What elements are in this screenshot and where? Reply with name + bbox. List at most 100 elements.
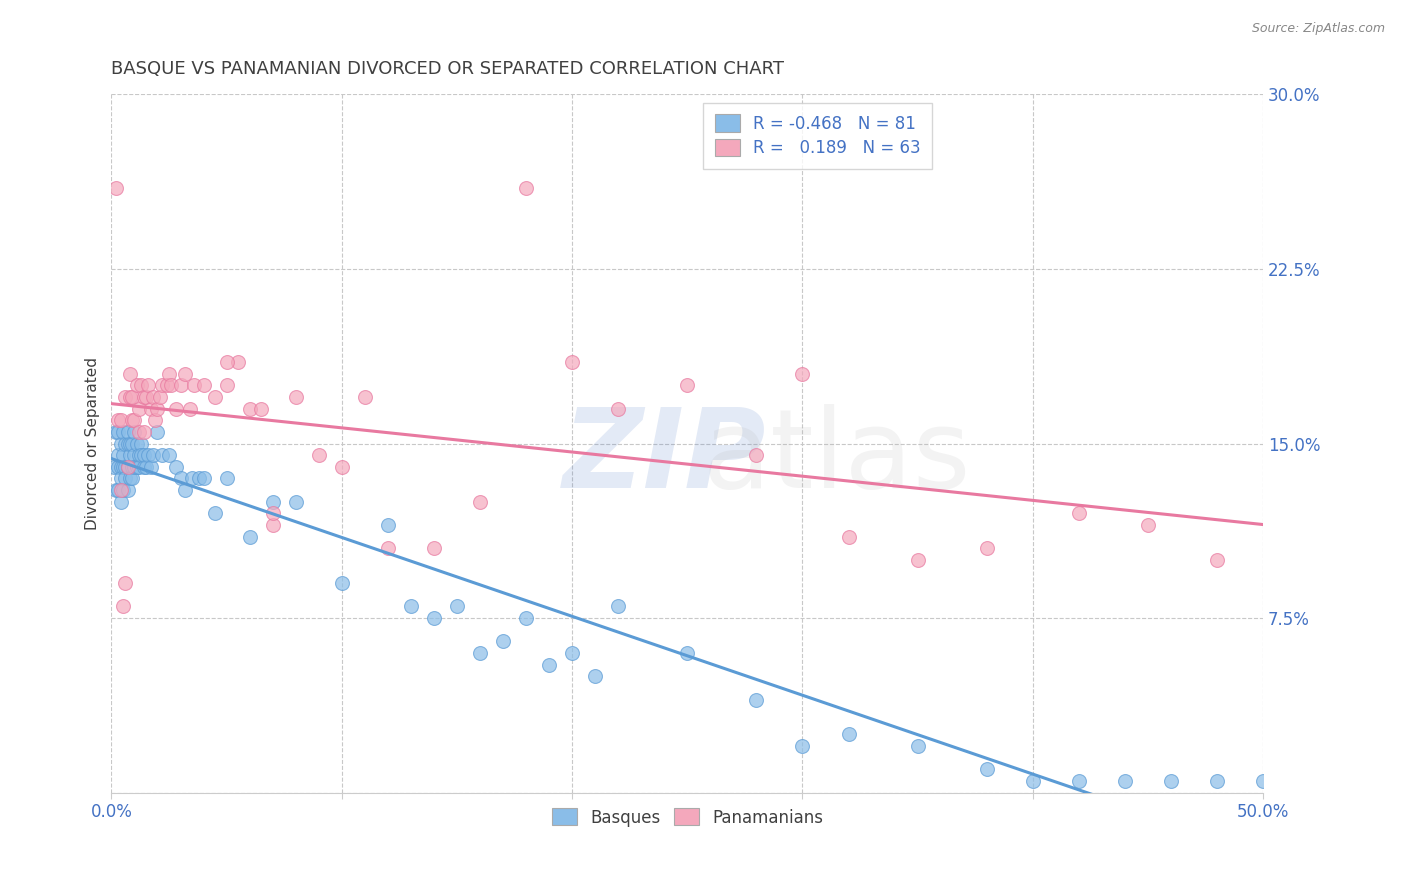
Point [907, 739, 929, 753]
Point [215, 355, 238, 369]
Point [193, 378, 215, 392]
Point [118, 448, 141, 462]
Point [121, 413, 143, 427]
Point [103, 459, 125, 474]
Point [136, 448, 159, 462]
Point [181, 471, 204, 485]
Point [114, 436, 136, 450]
Point [107, 448, 129, 462]
Point [117, 459, 139, 474]
Point [468, 646, 491, 660]
Point [1022, 774, 1045, 789]
Point [1137, 518, 1160, 533]
Point [377, 518, 399, 533]
Point [110, 471, 132, 485]
Point [308, 448, 330, 462]
Point [107, 413, 129, 427]
Point [110, 436, 132, 450]
Point [118, 471, 141, 485]
Point [128, 459, 150, 474]
Point [132, 390, 155, 404]
Point [117, 425, 139, 439]
Point [110, 494, 132, 508]
Point [330, 459, 353, 474]
Point [111, 459, 134, 474]
Point [111, 448, 134, 462]
Point [838, 530, 860, 544]
Point [124, 413, 146, 427]
Point [745, 692, 768, 706]
Point [117, 436, 139, 450]
Point [515, 611, 537, 625]
Point [132, 459, 155, 474]
Point [160, 378, 183, 392]
Point [114, 471, 136, 485]
Y-axis label: Divorced or Separated: Divorced or Separated [86, 357, 100, 530]
Point [131, 436, 153, 450]
Point [561, 355, 583, 369]
Point [583, 669, 606, 683]
Point [125, 378, 148, 392]
Text: BASQUE VS PANAMANIAN DIVORCED OR SEPARATED CORRELATION CHART: BASQUE VS PANAMANIAN DIVORCED OR SEPARAT… [111, 60, 785, 78]
Point [1114, 774, 1136, 789]
Text: ZIP: ZIP [562, 404, 766, 511]
Point [149, 390, 172, 404]
Legend: Basques, Panamanians: Basques, Panamanians [546, 802, 830, 833]
Point [110, 483, 132, 497]
Point [215, 378, 238, 392]
Point [538, 657, 561, 672]
Point [792, 367, 814, 381]
Point [423, 611, 446, 625]
Point [128, 401, 150, 416]
Point [117, 483, 139, 497]
Point [121, 471, 143, 485]
Point [107, 483, 129, 497]
Point [183, 378, 205, 392]
Point [105, 180, 128, 194]
Point [204, 390, 226, 404]
Point [157, 367, 180, 381]
Point [446, 599, 468, 614]
Point [284, 390, 307, 404]
Point [110, 459, 132, 474]
Point [179, 401, 201, 416]
Point [139, 401, 162, 416]
Point [1206, 774, 1229, 789]
Text: atlas: atlas [703, 404, 972, 511]
Point [135, 459, 157, 474]
Point [118, 390, 141, 404]
Point [1251, 774, 1274, 789]
Point [262, 494, 284, 508]
Point [1206, 553, 1229, 567]
Point [128, 448, 150, 462]
Point [124, 425, 146, 439]
Point [561, 646, 583, 660]
Point [515, 180, 537, 194]
Point [607, 599, 630, 614]
Point [215, 471, 238, 485]
Point [114, 459, 136, 474]
Point [131, 378, 153, 392]
Point [330, 576, 353, 591]
Point [226, 355, 249, 369]
Point [114, 576, 136, 591]
Point [353, 390, 375, 404]
Point [150, 378, 173, 392]
Point [111, 425, 134, 439]
Point [135, 390, 157, 404]
Point [131, 448, 153, 462]
Point [121, 390, 143, 404]
Point [607, 401, 630, 416]
Point [250, 401, 273, 416]
Point [262, 518, 284, 533]
Point [111, 483, 134, 497]
Point [128, 425, 150, 439]
Point [187, 471, 209, 485]
Point [174, 367, 197, 381]
Point [110, 413, 132, 427]
Point [121, 459, 143, 474]
Point [157, 448, 180, 462]
Point [165, 459, 187, 474]
Point [976, 541, 998, 556]
Point [262, 507, 284, 521]
